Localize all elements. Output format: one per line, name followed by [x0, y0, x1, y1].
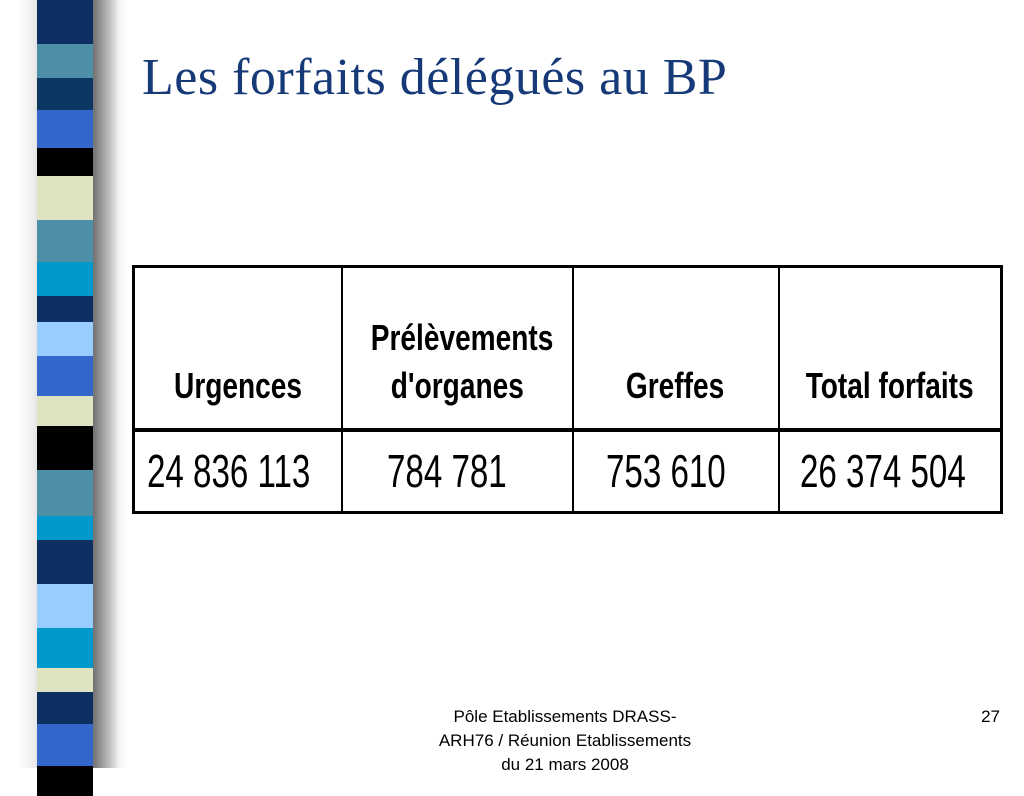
- stripe-segment: [37, 262, 93, 296]
- header-urgences-label: Urgences: [173, 364, 302, 406]
- stripe-segment: [37, 176, 93, 220]
- stripe-segment: [37, 766, 93, 796]
- stripe-segment: [37, 668, 93, 692]
- stripe-segment: [37, 470, 93, 516]
- stripe-segment: [37, 148, 93, 176]
- stripe-segment: [37, 628, 93, 668]
- stripe-segment: [37, 322, 93, 356]
- footer-text: Pôle Etablissements DRASS- ARH76 / Réuni…: [438, 707, 692, 774]
- stripe-segment: [37, 220, 93, 262]
- stripe-segment: [37, 516, 93, 540]
- forfaits-table: Urgences Prélèvements d'organes Greffes …: [132, 265, 1003, 514]
- slide-title: Les forfaits délégués au BP: [142, 49, 728, 106]
- table-header-row: Urgences Prélèvements d'organes Greffes …: [132, 265, 1003, 432]
- header-total-forfaits-label: Total forfaits: [805, 364, 974, 406]
- value-total-forfaits: 26 374 504: [799, 445, 966, 498]
- stripe-segment: [37, 0, 93, 44]
- stripe-right-shadow: [93, 0, 119, 768]
- value-greffes: 753 610: [605, 445, 726, 498]
- stripe-segment: [37, 110, 93, 148]
- cell-urgences: 24 836 113: [132, 428, 343, 514]
- stripe-segment: [37, 724, 93, 766]
- stripe-segment: [37, 78, 93, 110]
- stripe-segment: [37, 296, 93, 322]
- stripe-segment: [37, 356, 93, 396]
- cell-greffes: 753 610: [571, 428, 780, 514]
- header-greffes-label: Greffes: [626, 364, 725, 406]
- stripe-segment: [37, 584, 93, 628]
- stripe-segment: [37, 540, 93, 584]
- header-total-forfaits: Total forfaits: [777, 265, 1003, 432]
- cell-total-forfaits: 26 374 504: [777, 428, 1003, 514]
- stripe-segment: [37, 426, 93, 470]
- header-greffes: Greffes: [571, 265, 780, 432]
- header-prelevements-line1: Prélèvements: [370, 316, 553, 358]
- value-urgences: 24 836 113: [147, 445, 311, 498]
- stripe-segment: [37, 692, 93, 724]
- stripe-segment: [37, 396, 93, 426]
- page-number: 27: [981, 707, 1000, 726]
- header-prelevements: Prélèvements d'organes: [340, 265, 574, 432]
- stripe-segment: [37, 44, 93, 78]
- decorative-stripe-bar: [37, 0, 93, 796]
- table-row: 24 836 113 784 781 753 610 26 374 504: [132, 428, 1003, 514]
- header-prelevements-line2: d'organes: [390, 364, 524, 406]
- cell-prelevements: 784 781: [340, 428, 574, 514]
- value-prelevements: 784 781: [386, 445, 507, 498]
- header-urgences: Urgences: [132, 265, 343, 432]
